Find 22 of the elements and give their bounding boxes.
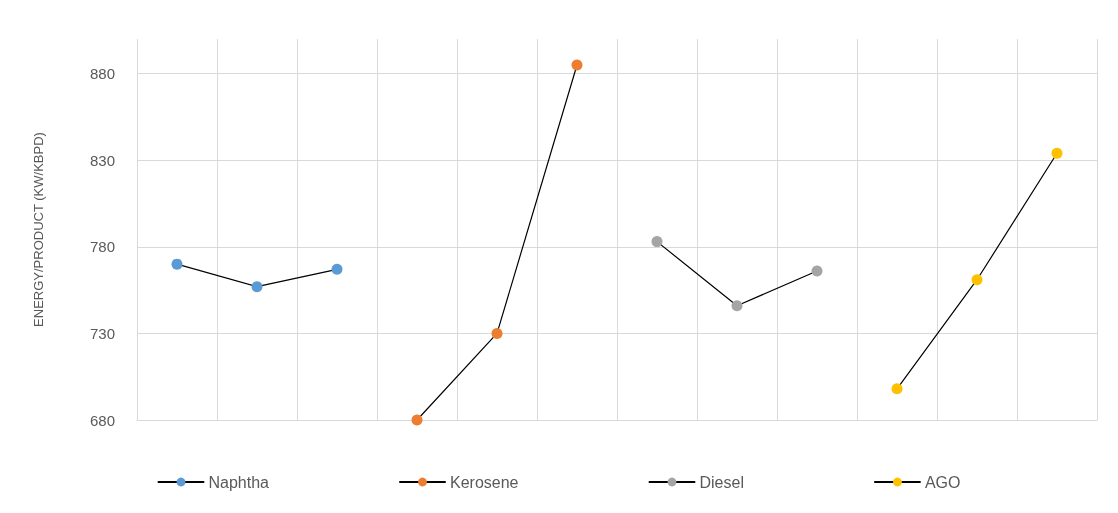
point bbox=[491, 327, 503, 339]
legend-label: Naphtha bbox=[208, 473, 270, 491]
point bbox=[331, 263, 343, 275]
point bbox=[411, 414, 423, 426]
point bbox=[971, 274, 983, 286]
y-tick-label: 680 bbox=[89, 411, 115, 429]
point bbox=[171, 258, 183, 270]
y-tick-label: 780 bbox=[89, 238, 115, 256]
point bbox=[811, 265, 823, 277]
point bbox=[891, 383, 903, 395]
legend-label: AGO bbox=[924, 473, 961, 491]
legend-label: Kerosene bbox=[449, 473, 519, 491]
y-tick-label: 830 bbox=[89, 151, 115, 169]
y-tick-label: 730 bbox=[89, 324, 115, 342]
y-axis-title: ENERGY/PRODUCT (KW/KBPD) bbox=[31, 132, 46, 327]
point bbox=[651, 236, 663, 248]
y-tick-label: 880 bbox=[89, 65, 115, 83]
point bbox=[1051, 147, 1063, 159]
point bbox=[251, 281, 263, 293]
point bbox=[571, 59, 583, 71]
point bbox=[731, 300, 743, 312]
legend-label: Diesel bbox=[699, 473, 744, 491]
